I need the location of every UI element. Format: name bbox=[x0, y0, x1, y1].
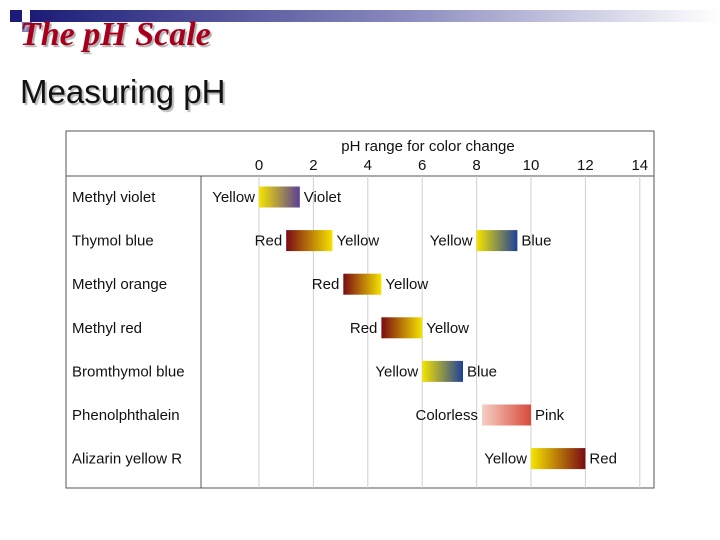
header-square-light bbox=[22, 22, 32, 32]
tick-label: 10 bbox=[523, 157, 540, 174]
color-change-bar bbox=[343, 273, 382, 295]
tick-label: 6 bbox=[418, 157, 426, 174]
indicator-name: Thymol blue bbox=[72, 233, 154, 250]
color-change-bar bbox=[286, 230, 333, 252]
high-ph-color-label: Violet bbox=[304, 189, 342, 206]
low-ph-color-label: Colorless bbox=[416, 407, 479, 424]
indicator-name: Methyl violet bbox=[72, 189, 156, 206]
low-ph-color-label: Yellow bbox=[375, 363, 418, 380]
high-ph-color-label: Pink bbox=[535, 407, 565, 424]
header-square-dark bbox=[10, 10, 22, 22]
tick-label: 4 bbox=[364, 157, 372, 174]
color-change-bar bbox=[422, 360, 463, 382]
low-ph-color-label: Yellow bbox=[430, 233, 473, 250]
indicator-name: Bromthymol blue bbox=[72, 363, 185, 380]
color-change-bar bbox=[259, 186, 300, 208]
high-ph-color-label: Yellow bbox=[336, 233, 379, 250]
low-ph-color-label: Yellow bbox=[484, 451, 527, 468]
indicator-name: Methyl red bbox=[72, 320, 142, 337]
low-ph-color-label: Yellow bbox=[212, 189, 255, 206]
tick-label: 0 bbox=[255, 157, 263, 174]
high-ph-color-label: Yellow bbox=[426, 320, 469, 337]
high-ph-color-label: Red bbox=[589, 451, 617, 468]
tick-label: 8 bbox=[472, 157, 480, 174]
indicator-name: Phenolphthalein bbox=[72, 407, 180, 424]
header-decoration-band bbox=[30, 10, 720, 22]
color-change-bar bbox=[381, 317, 423, 339]
tick-label: 14 bbox=[631, 157, 648, 174]
slide-title: The pH Scale bbox=[20, 16, 211, 53]
tick-label: 2 bbox=[309, 157, 317, 174]
color-change-bar bbox=[482, 404, 531, 426]
chart-frame bbox=[65, 130, 655, 489]
low-ph-color-label: Red bbox=[255, 233, 283, 250]
low-ph-color-label: Red bbox=[350, 320, 378, 337]
high-ph-color-label: Blue bbox=[521, 233, 551, 250]
slide-subtitle: Measuring pH bbox=[20, 73, 226, 110]
indicator-name: Methyl orange bbox=[72, 276, 167, 293]
low-ph-color-label: Red bbox=[312, 276, 340, 293]
high-ph-color-label: Blue bbox=[467, 363, 497, 380]
color-change-bar bbox=[531, 448, 586, 470]
high-ph-color-label: Yellow bbox=[385, 276, 428, 293]
indicator-name: Alizarin yellow R bbox=[72, 451, 182, 468]
color-change-bar bbox=[476, 230, 518, 252]
chart-title: pH range for color change bbox=[341, 138, 514, 155]
tick-label: 12 bbox=[577, 157, 594, 174]
